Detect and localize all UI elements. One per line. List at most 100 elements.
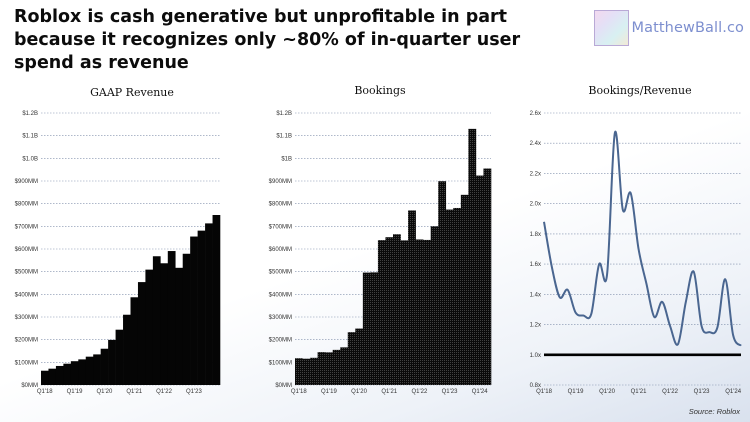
y-tick-label: $0MM [275, 383, 292, 389]
bar [332, 349, 341, 385]
x-tick-label: Q1'20 [351, 389, 367, 395]
y-tick-label: $300MM [15, 315, 38, 321]
y-tick-label: $100MM [15, 360, 38, 366]
bar [385, 237, 394, 385]
bar [70, 361, 79, 385]
y-tick-label: 2.0x [530, 202, 541, 208]
y-tick-label: $900MM [269, 179, 292, 185]
bar [393, 234, 401, 385]
brand: MatthewBall.co [594, 8, 744, 48]
bar [317, 352, 326, 385]
x-tick-label: Q1'22 [156, 389, 172, 395]
bar [460, 194, 469, 385]
y-tick-label: 1.4x [530, 292, 541, 298]
bar [182, 253, 191, 385]
bar [408, 210, 416, 385]
x-tick-label: Q1'18 [536, 389, 552, 395]
bar [145, 269, 154, 385]
x-tick-label: Q1'21 [381, 389, 397, 395]
bar [93, 354, 101, 385]
x-tick-label: Q1'19 [67, 389, 83, 395]
bar [483, 168, 492, 385]
bar [152, 256, 161, 385]
chart-title-bookings-revenue: Bookings/Revenue [588, 84, 692, 97]
x-tick-label: Q1'19 [568, 389, 584, 395]
y-tick-label: $500MM [15, 270, 38, 276]
bar [100, 348, 109, 385]
x-tick-label: Q1'24 [472, 389, 488, 395]
y-tick-label: $800MM [15, 202, 38, 208]
bookings-chart: $0MM $100MM $200MM $300MM $400MM $500MM $600MM… [269, 111, 492, 395]
bar [108, 339, 116, 385]
bar [347, 332, 356, 385]
x-tick-label: Q1'21 [631, 389, 647, 395]
bar [370, 272, 379, 385]
y-tick-label: $1.2B [276, 111, 292, 117]
x-tick-label: Q1'19 [321, 389, 337, 395]
y-tick-label: 2.2x [530, 171, 541, 177]
brand-logo-icon [594, 10, 629, 46]
y-tick-label: 2.4x [530, 141, 541, 147]
bar [197, 230, 206, 385]
bar [355, 328, 364, 385]
y-tick-label: $0MM [21, 383, 38, 389]
bar [55, 365, 64, 385]
y-tick-label: $1.0B [22, 156, 38, 162]
y-tick-label: 1.6x [530, 262, 541, 268]
bar [175, 267, 184, 385]
source-note: Source: Roblox [688, 407, 740, 416]
y-tick-label: $1.1B [276, 134, 292, 140]
bar [475, 175, 484, 385]
y-tick-label: $200MM [15, 338, 38, 344]
y-tick-label: $1.2B [22, 111, 38, 117]
y-tick-label: 0.8x [530, 383, 541, 389]
y-tick-label: 1.2x [530, 323, 541, 329]
bar [430, 226, 439, 385]
bookings-revenue-chart: 0.8x 1.0x 1.2x 1.4x 1.6x 1.8x 2.0x 2.2x 2.4x 2.6x… [530, 111, 742, 395]
y-tick-label: $100MM [269, 360, 292, 366]
x-tick-label: Q1'20 [96, 389, 112, 395]
bar [438, 181, 447, 385]
bar [115, 329, 124, 385]
chart-title-gaap-revenue: GAAP Revenue [90, 86, 174, 99]
bar [295, 358, 303, 385]
bar [78, 359, 87, 385]
bar [302, 358, 311, 385]
bar [160, 263, 169, 385]
y-tick-label: $900MM [15, 179, 38, 185]
x-tick-label: Q1'20 [599, 389, 615, 395]
page-title: Roblox is cash generative but unprofitab… [14, 7, 521, 73]
y-tick-label: $400MM [15, 292, 38, 298]
bar [167, 251, 176, 385]
bar [137, 282, 146, 385]
y-tick-label: $600MM [269, 247, 292, 253]
y-tick-label: 1.8x [530, 232, 541, 238]
bar [41, 370, 49, 385]
y-tick-label: 2.6x [530, 111, 541, 117]
bar [190, 236, 198, 385]
y-tick-label: $700MM [269, 224, 292, 230]
bar [205, 223, 213, 385]
y-tick-label: 1.0x [530, 353, 541, 359]
bar [48, 368, 57, 385]
y-tick-label: $700MM [15, 224, 38, 230]
y-tick-label: $1.1B [22, 134, 38, 140]
gaap-revenue-chart: $0MM $100MM $200MM $300MM $400MM $500MM $600MM… [15, 111, 221, 395]
bar [340, 347, 349, 385]
y-tick-label: $300MM [269, 315, 292, 321]
x-tick-label: Q1'23 [442, 389, 458, 395]
x-tick-label: Q1'18 [291, 389, 307, 395]
x-tick-label: Q1'23 [694, 389, 710, 395]
bar [400, 240, 409, 385]
bar [468, 128, 477, 385]
chart-title-bookings: Bookings [354, 84, 406, 97]
series-line [543, 130, 742, 347]
bar [85, 356, 94, 385]
y-tick-label: $400MM [269, 292, 292, 298]
bar [63, 363, 72, 385]
x-tick-label: Q1'22 [411, 389, 427, 395]
x-tick-label: Q1'21 [126, 389, 142, 395]
bar [123, 314, 131, 385]
y-tick-label: $600MM [15, 247, 38, 253]
